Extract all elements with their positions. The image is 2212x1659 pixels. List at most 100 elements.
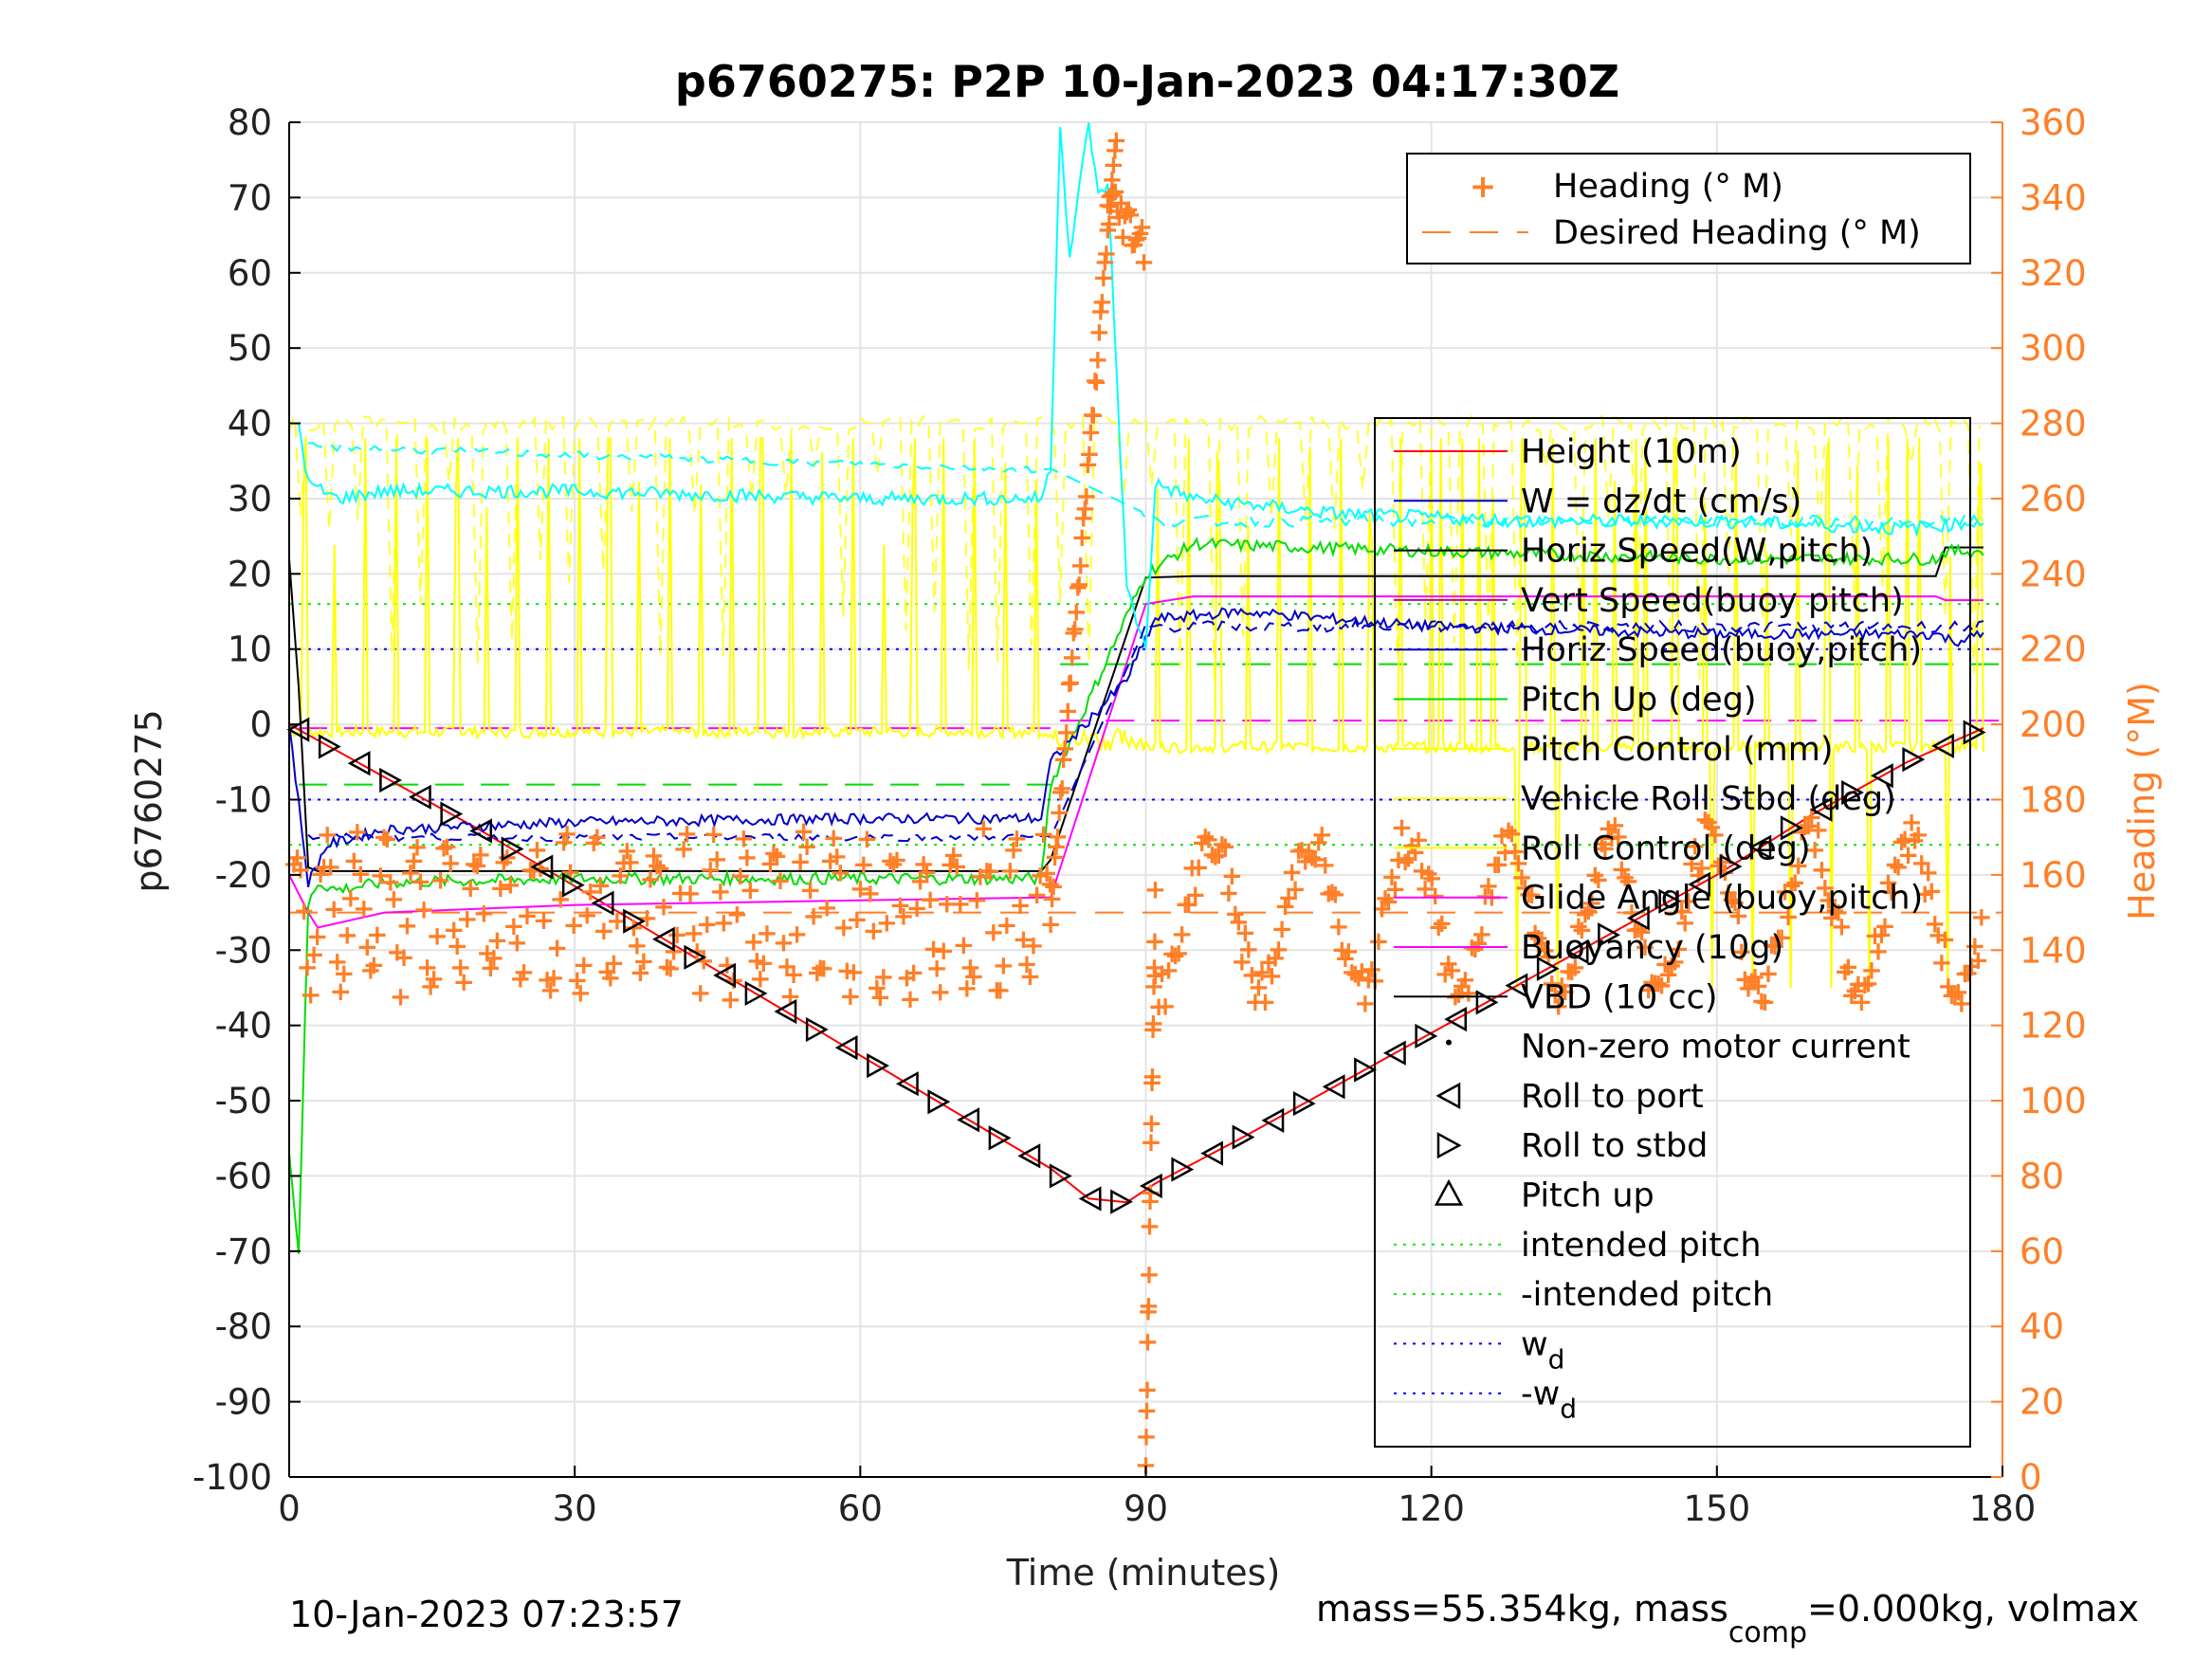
roll-to-port-marker [834,1034,858,1061]
heading-marker: + [923,933,944,964]
series-w-dz-dt-cm-s- [288,607,1984,888]
legend-label: Glide Angle (buoy,pitch) [1521,880,1923,918]
heading-marker: + [692,944,714,975]
roll-to-port-marker [774,998,797,1025]
y2-tick-label: 20 [2020,1382,2064,1423]
heading-marker: + [1907,819,1929,850]
heading-marker: + [1598,812,1619,844]
heading-marker: + [1105,175,1126,207]
heading-marker: + [1424,880,1446,911]
y-tick-label: 30 [228,479,272,520]
heading-marker: + [949,888,971,920]
roll-to-stbd-marker [440,801,464,827]
heading-marker: + [1006,823,1028,854]
heading-marker: + [1880,876,1902,907]
heading-marker: + [976,855,997,886]
heading-marker: + [1033,818,1054,849]
heading-marker: + [1304,843,1325,874]
heading-marker: + [1884,848,1906,880]
x-tick-label: 60 [838,1488,883,1529]
heading-marker: + [892,900,914,931]
heading-marker: + [399,857,421,888]
heading-marker: + [1734,963,1756,994]
heading-marker: + [806,957,828,988]
heading-marker: + [1544,978,1565,1010]
heading-marker: + [836,955,858,986]
heading-marker: + [289,854,311,885]
roll-to-stbd-marker [684,944,707,970]
heading-marker: + [1141,1107,1162,1139]
heading-marker: + [1068,569,1089,600]
heading-marker: + [1427,911,1449,942]
heading-marker: + [773,926,795,957]
heading-marker: + [1106,195,1128,227]
heading-marker: + [373,821,394,852]
heading-marker: + [1092,262,1114,293]
pitch-control-series [288,413,1984,989]
roll-to-port-marker [1444,1007,1468,1032]
heading-marker: + [1797,810,1819,841]
heading-marker: + [452,966,474,997]
roll-to-stbd-marker [988,1125,1012,1151]
x-tick-label: 180 [1969,1488,2037,1529]
heading-marker: + [1454,964,1476,995]
heading-marker: + [370,860,392,891]
heading-marker: + [569,976,591,1008]
heading-marker: + [679,878,701,909]
heading-marker: + [1061,642,1083,673]
roll-to-port-marker [895,1071,919,1097]
heading-marker: + [1231,946,1252,977]
heading-marker: + [1180,851,1202,883]
roll-to-stbd-marker [561,872,585,898]
heading-marker: + [705,843,727,874]
legend-label: Pitch up [1521,1177,1654,1215]
legend-subscript: d [1548,1343,1565,1375]
heading-marker: + [1178,888,1199,920]
roll-to-stbd-marker [1415,1023,1438,1049]
y2-tick-label: 240 [2020,554,2087,594]
x-axis-label: Time (minutes) [1006,1552,1281,1594]
roll-to-port-marker [1017,1143,1041,1169]
heading-marker: + [1142,1060,1163,1091]
heading-marker: + [1497,814,1519,846]
heading-marker: + [449,952,471,983]
y2-tick-label: 360 [2020,102,2087,143]
heading-marker: + [769,865,791,896]
heading-marker: + [782,958,804,990]
heading-marker: + [396,909,418,940]
heading-marker: + [1581,886,1602,918]
roll-to-stbd-marker [501,836,524,862]
heading-marker: + [859,877,881,908]
heading-marker: + [839,980,861,1012]
heading-marker: + [1191,827,1213,858]
heading-marker: + [500,868,521,900]
footer-mass: mass=55.354kg, masscomp=0.000kg, volmax [1316,1588,2139,1650]
heading-marker: + [1508,848,1529,879]
heading-marker: + [1261,960,1283,992]
heading-marker: + [1070,521,1092,553]
heading-marker: + [1044,841,1066,872]
heading-marker: + [553,826,575,857]
heading-marker: + [1097,214,1119,246]
heading-marker: + [432,832,454,864]
heading-marker: + [1065,596,1087,628]
roll-to-stbd-marker [1719,853,1743,880]
y2-tick-label: 260 [2020,479,2087,520]
heading-marker: + [556,818,577,849]
roll-to-port-marker [1626,905,1650,931]
heading-marker: + [709,876,731,907]
heading-marker: + [1937,970,1959,1001]
roll-to-port-marker [651,926,675,952]
heading-marker: + [1680,848,1702,879]
heading-marker: + [672,833,694,865]
roll-to-port-marker [1322,1074,1345,1100]
legend-label: VBD (10 cc) [1521,978,1718,1016]
heading-marker: + [333,957,355,989]
heading-marker: + [579,876,601,907]
heading-marker: + [1667,933,1689,964]
heading-marker: + [1893,823,1915,854]
heading-marker: + [1514,872,1536,903]
series-cyan [298,122,1984,649]
roll-to-stbd-marker [805,1016,829,1043]
heading-marker: + [1327,911,1349,942]
